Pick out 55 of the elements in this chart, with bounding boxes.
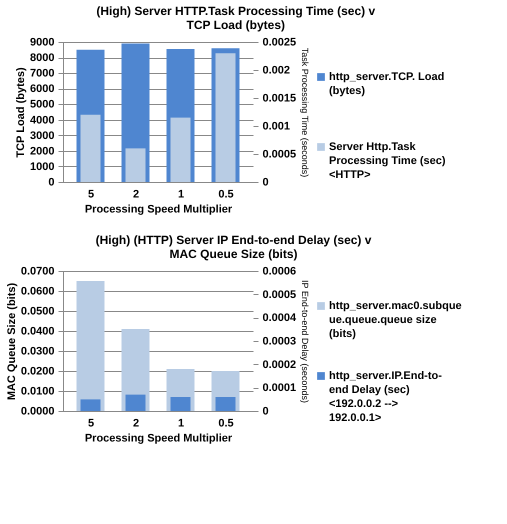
x-axis-title: Processing Speed Multiplier: [84, 204, 233, 216]
y2-tick-label: 0.002: [262, 64, 290, 76]
y-tick-label: 0.0200: [20, 366, 54, 378]
x-axis-title: Processing Speed Multiplier: [84, 432, 233, 444]
y-tick-label: 8000: [30, 52, 54, 64]
y2-tick-label: 0.0005: [262, 288, 296, 301]
chart-title: (High) (HTTP) Server IP End-to-end Delay (sec) v MAC Queue Size (bits): [96, 233, 372, 261]
y-tick-label: 9000: [30, 36, 54, 48]
y-axis-title: MAC Queue Size (bits): [6, 282, 18, 400]
y-tick-label: 2000: [30, 145, 54, 158]
y2-axis-title: Task Processing Time (seconds): [300, 48, 310, 178]
y-tick-label: 0.0100: [20, 386, 54, 398]
x-tick-label: 0.5: [218, 418, 234, 430]
x-tick-label: 0.5: [218, 188, 234, 200]
legend-label: http_server.TCP. Load (bytes): [329, 71, 444, 97]
y2-tick-label: 0.0006: [262, 266, 296, 278]
x-tick-label: 1: [178, 188, 184, 200]
x-tick-label: 2: [132, 418, 140, 430]
x-tick-label: 1: [178, 418, 184, 430]
y-tick-label: 3000: [30, 130, 54, 142]
x-tick-label: 5: [88, 188, 94, 200]
y2-tick-label: 0.001: [262, 120, 290, 132]
y2-tick-label: 0: [262, 176, 269, 188]
bar: [170, 118, 190, 182]
y-tick-label: 4000: [30, 114, 54, 126]
y-tick-label: 0.0300: [20, 346, 54, 358]
y2-tick-label: 0.0002: [262, 358, 296, 371]
y-tick-label: 0.0000: [20, 406, 54, 418]
bar: [80, 114, 100, 182]
chart-title: (High) Server HTTP.Task Processing Time (sec) v TCP Load (bytes): [96, 4, 376, 32]
y-tick-label: 0.0500: [20, 306, 54, 318]
bar: [76, 281, 104, 411]
y-axis-title: TCP Load (bytes): [15, 67, 28, 158]
y-tick-label: 0.0600: [20, 286, 54, 298]
y2-tick-label: 0: [262, 406, 269, 418]
y2-tick-label: 0.0004: [262, 312, 298, 324]
y-tick-label: 1000: [30, 160, 54, 173]
y-tick-label: 0.0400: [20, 326, 54, 338]
y2-tick-label: 0.0001: [262, 382, 296, 394]
x-tick-label: 2: [132, 188, 140, 200]
legend-label: http_server.IP.End-to-end Delay (sec) <192.0.0.2 --> 192.0.0.1>: [329, 370, 442, 424]
bar: [126, 148, 146, 182]
y2-tick-label: 0.0025: [262, 36, 296, 48]
y2-tick-label: 0.0003: [262, 336, 296, 348]
y-tick-label: 5000: [30, 98, 54, 111]
legend-label: http_server.mac0.subqueue.queue.queue size (bits): [329, 300, 462, 340]
y2-tick-label: 0.0015: [262, 92, 296, 104]
y2-tick-label: 0.0005: [262, 148, 296, 160]
y-tick-label: 7000: [30, 68, 54, 80]
y-tick-label: 0.0700: [20, 266, 54, 278]
legend-label: Server Http.Task Processing Time (sec) <HTTP>: [329, 141, 446, 181]
x-tick-label: 5: [88, 418, 94, 430]
y-tick-label: 0: [48, 176, 54, 188]
y-tick-label: 6000: [30, 83, 54, 96]
y2-axis-title: IP End-to-end Delay (seconds): [300, 280, 310, 403]
